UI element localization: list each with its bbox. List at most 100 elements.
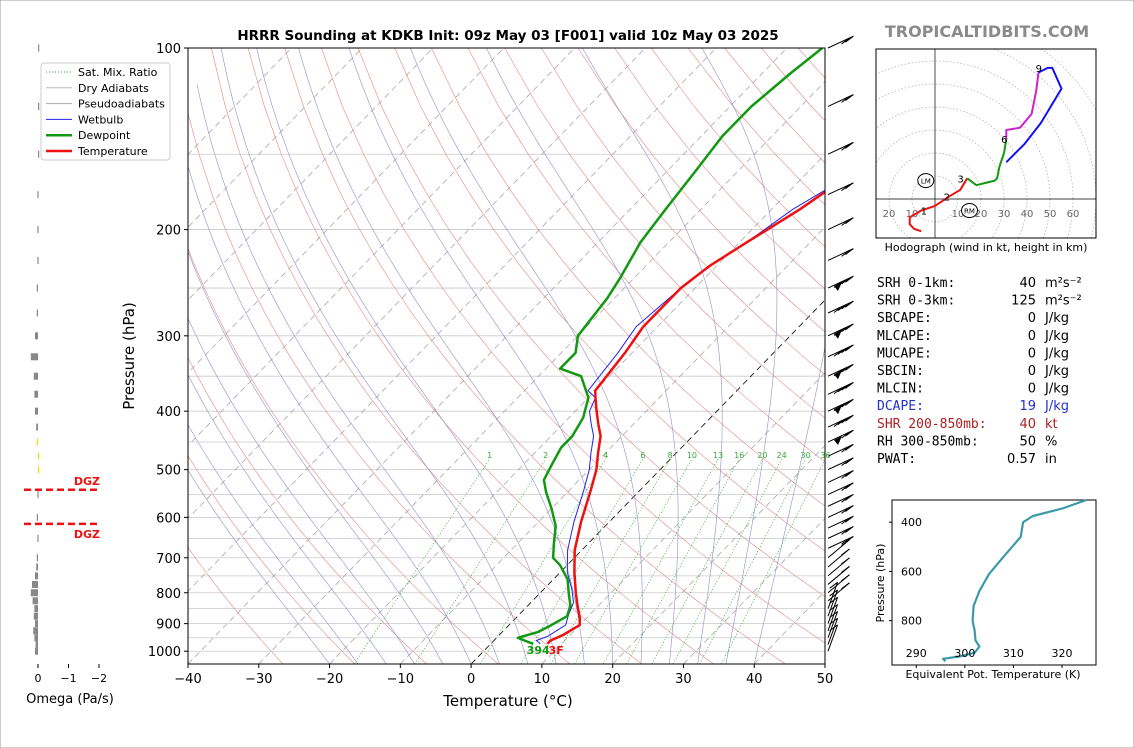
hodograph-ring-label: 20: [883, 209, 896, 220]
hodograph-trace: [966, 139, 1008, 187]
hodograph-trace: [1005, 72, 1040, 140]
wind-barb: [827, 300, 854, 314]
sounding-stats: SRH 0-1km: 40 m²s⁻² SRH 0-3km: 125 m²s⁻² SBCAP…: [877, 276, 1082, 467]
hodograph-height-label: 6: [1001, 135, 1007, 146]
legend-label: Pseudoadiabats: [78, 98, 165, 111]
stat-label: DCAPE:: [877, 399, 924, 414]
stat-value: 0: [1028, 311, 1036, 326]
xtick-label: −10: [387, 672, 414, 687]
wind-barb: [827, 493, 854, 507]
ytick-label: 400: [156, 405, 181, 420]
stat-unit: J/kg: [1044, 329, 1069, 344]
xtick-label: −30: [245, 672, 272, 687]
hodograph-ring-label: 30: [998, 209, 1011, 220]
pseudoadiabat: [220, 48, 528, 664]
omega-panel: DGZ DGZ 0 −1 −2 Omega (Pa/s): [24, 44, 114, 707]
omega-bar: [38, 44, 40, 52]
stat-unit: kt: [1045, 417, 1058, 432]
stat-value: 0: [1028, 382, 1036, 397]
stat-label: SHR 200-850mb:: [877, 417, 987, 432]
dry-adiabat: [188, 112, 571, 664]
omega-bar: [35, 647, 38, 655]
dry-adiabat: [284, 48, 786, 664]
isotherm-line: [258, 81, 825, 664]
omega-bar: [36, 423, 38, 431]
omega-bar: [35, 332, 38, 340]
stat-value: 0: [1028, 329, 1036, 344]
dry-adiabat: [467, 48, 825, 463]
skewt-legend: Sat. Mix. Ratio Dry Adiabats Pseudoadiabat…: [40, 62, 171, 161]
site-watermark: TROPICALTIDBITS.COM: [885, 22, 1089, 41]
hodograph-height-label: 9: [1036, 64, 1042, 75]
wind-barb: [827, 248, 854, 261]
omega-bar: [35, 641, 38, 649]
pseudoadiabat: [188, 469, 330, 664]
omega-bar: [35, 572, 38, 580]
stat-label: SRH 0-3km:: [877, 294, 955, 309]
dry-adiabat: [431, 48, 825, 507]
ytick-label: 700: [156, 552, 181, 567]
theta-e-ylabel: Pressure (hPa): [874, 544, 887, 623]
omega-bar: [32, 597, 38, 605]
wind-barb: [827, 624, 839, 652]
pseudoadiabat: [348, 48, 613, 664]
wind-barb: [827, 566, 850, 585]
wind-barb: [827, 482, 854, 496]
mixing-ratio-label: 13: [713, 451, 723, 460]
legend-label: Wetbulb: [78, 113, 123, 126]
omega-bar: [35, 407, 38, 415]
omega-bar: [36, 438, 38, 446]
stat-unit: m²s⁻²: [1045, 294, 1082, 309]
mixing-ratio-line: [353, 458, 491, 664]
stat-value: 0: [1028, 364, 1036, 379]
stat-unit: m²s⁻²: [1045, 276, 1082, 291]
omega-bar: [38, 150, 40, 158]
isotherm-line: [683, 517, 825, 664]
stat-label: SRH 0-1km:: [877, 276, 955, 291]
isotherm-line: [188, 48, 505, 374]
wind-barb: [827, 611, 839, 638]
dry-adiabat: [321, 48, 825, 644]
legend-label: Temperature: [77, 145, 148, 158]
wind-barb: [827, 574, 850, 594]
dry-adiabat: [504, 48, 825, 419]
theta-e-ytick-label: 800: [901, 615, 922, 628]
wind-barb: [827, 581, 839, 609]
stat-label: PWAT:: [877, 452, 916, 467]
wind-barb: [827, 414, 854, 428]
stat-label: MLCIN:: [877, 382, 924, 397]
hodograph-height-label: 3: [957, 174, 963, 185]
wind-barb: [827, 470, 854, 483]
isotherm-line: [541, 372, 825, 664]
isotherm-line: [188, 48, 788, 664]
storm-motion-label: LM: [921, 178, 931, 186]
legend-label: Sat. Mix. Ratio: [78, 66, 158, 79]
wetbulb-profile: [535, 189, 825, 645]
wind-barb: [827, 344, 854, 358]
mixing-ratio-line: [574, 458, 693, 664]
ytick-label: 1000: [148, 645, 181, 660]
stat-value: 0: [1028, 346, 1036, 361]
omega-xtick-label: −2: [91, 672, 107, 685]
wind-barb: [827, 557, 850, 577]
omega-bar: [33, 612, 38, 620]
stat-unit: J/kg: [1044, 399, 1069, 414]
theta-e-xtick-label: 290: [906, 647, 927, 660]
stat-unit: J/kg: [1044, 311, 1069, 326]
omega-bar: [37, 191, 39, 199]
pseudoadiabat: [188, 374, 387, 664]
wind-barb: [827, 429, 854, 446]
omega-bar: [37, 256, 39, 264]
omega-bar: [37, 491, 39, 499]
stat-unit: J/kg: [1044, 364, 1069, 379]
stat-unit: %: [1045, 434, 1057, 449]
theta-e-ytick-label: 600: [901, 565, 922, 578]
ytick-label: 800: [156, 587, 181, 602]
surface-label: 3F: [549, 644, 564, 657]
omega-bar: [38, 102, 40, 110]
wind-barb: [827, 182, 854, 196]
omega-bar: [34, 605, 38, 613]
legend-label: Dewpoint: [78, 129, 131, 142]
stat-value: 40: [1019, 417, 1036, 432]
theta-e-profile: [941, 498, 1087, 663]
